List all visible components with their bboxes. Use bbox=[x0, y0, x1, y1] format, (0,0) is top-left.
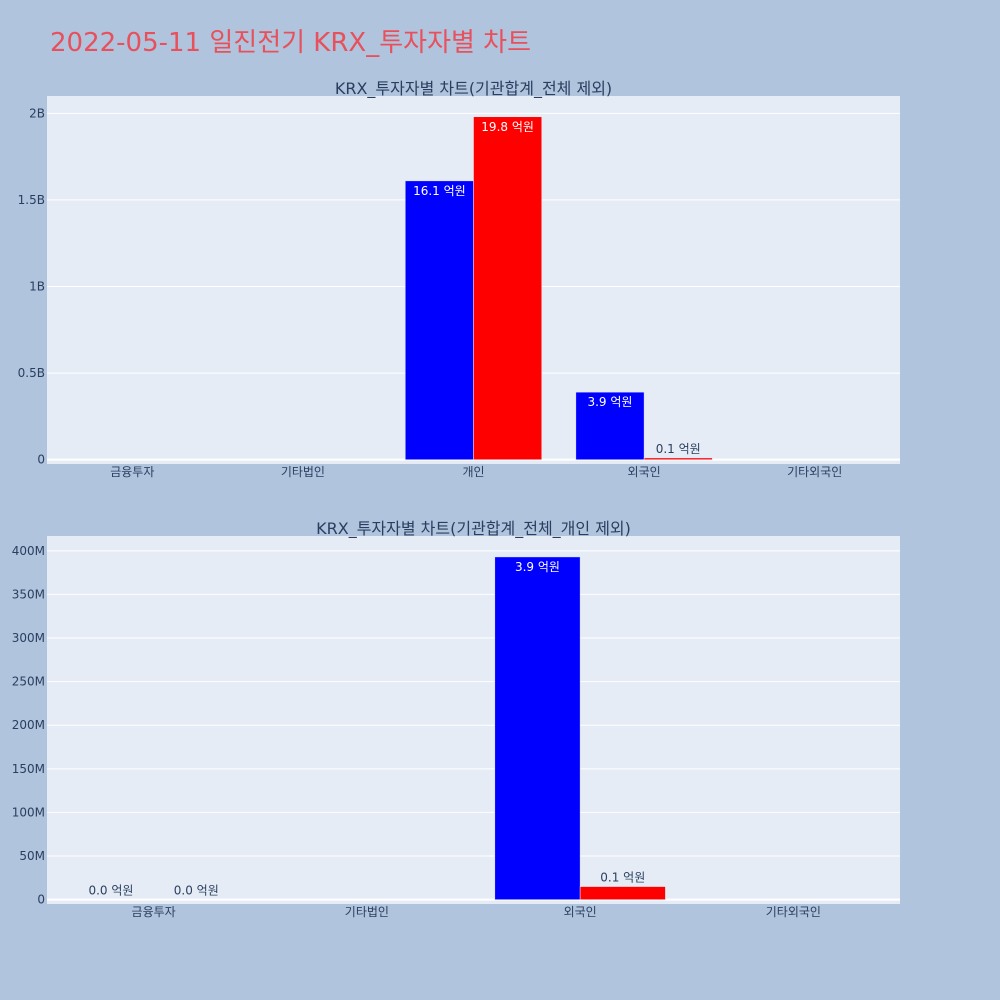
chart-title: KRX_투자자별 차트(기관합계_전체 제외) bbox=[335, 79, 612, 99]
plot-area bbox=[47, 536, 900, 904]
data-label: 0.1 억원 bbox=[656, 442, 701, 456]
y-tick-label: 1B bbox=[29, 279, 45, 293]
x-tick-label: 기타외국인 bbox=[787, 465, 842, 479]
x-tick-label: 기타법인 bbox=[345, 905, 389, 919]
y-tick-label: 100M bbox=[12, 805, 45, 819]
bar bbox=[473, 116, 542, 460]
y-tick-label: 350M bbox=[12, 587, 45, 601]
y-tick-label: 400M bbox=[12, 544, 45, 558]
data-label: 16.1 억원 bbox=[413, 184, 466, 198]
y-tick-label: 0 bbox=[37, 453, 45, 467]
chart-title: KRX_투자자별 차트(기관합계_전체_개인 제외) bbox=[316, 519, 631, 539]
y-tick-label: 150M bbox=[12, 762, 45, 776]
data-label: 0.1 억원 bbox=[600, 871, 645, 885]
bar bbox=[405, 180, 474, 460]
y-tick-label: 0 bbox=[37, 893, 45, 907]
y-tick-label: 200M bbox=[12, 718, 45, 732]
bar bbox=[575, 391, 645, 460]
x-tick-label: 기타법인 bbox=[281, 465, 325, 479]
data-label: 0.0 억원 bbox=[88, 884, 133, 898]
y-tick-label: 300M bbox=[12, 631, 45, 645]
chart-1: KRX_투자자별 차트(기관합계_전체 제외) 0 0.5B 1B 1.5B 2B 금융투자… bbox=[18, 79, 900, 479]
chart-2: KRX_투자자별 차트(기관합계_전체_개인 제외) 0 50M 100M 150M 20… bbox=[12, 519, 900, 919]
page-title: 2022-05-11 일진전기 KRX_투자자별 차트 bbox=[50, 28, 532, 58]
x-tick-label: 외국인 bbox=[628, 465, 661, 479]
data-label: 0.0 억원 bbox=[174, 884, 219, 898]
y-tick-label: 2B bbox=[29, 106, 45, 120]
y-tick-label: 1.5B bbox=[18, 193, 45, 207]
x-tick-label: 기타외국인 bbox=[766, 905, 821, 919]
x-tick-label: 금융투자 bbox=[132, 905, 176, 919]
data-label: 19.8 억원 bbox=[481, 120, 534, 134]
x-tick-label: 외국인 bbox=[564, 905, 597, 919]
x-tick-label: 개인 bbox=[462, 465, 484, 479]
y-tick-label: 0.5B bbox=[18, 366, 45, 380]
x-tick-label: 금융투자 bbox=[110, 465, 154, 479]
y-tick-label: 250M bbox=[12, 675, 45, 689]
data-label: 3.9 억원 bbox=[587, 395, 632, 409]
bar bbox=[494, 556, 581, 900]
bar bbox=[643, 457, 713, 460]
y-tick-label: 50M bbox=[19, 849, 45, 863]
data-label: 3.9 억원 bbox=[515, 560, 560, 574]
bar bbox=[579, 886, 666, 900]
